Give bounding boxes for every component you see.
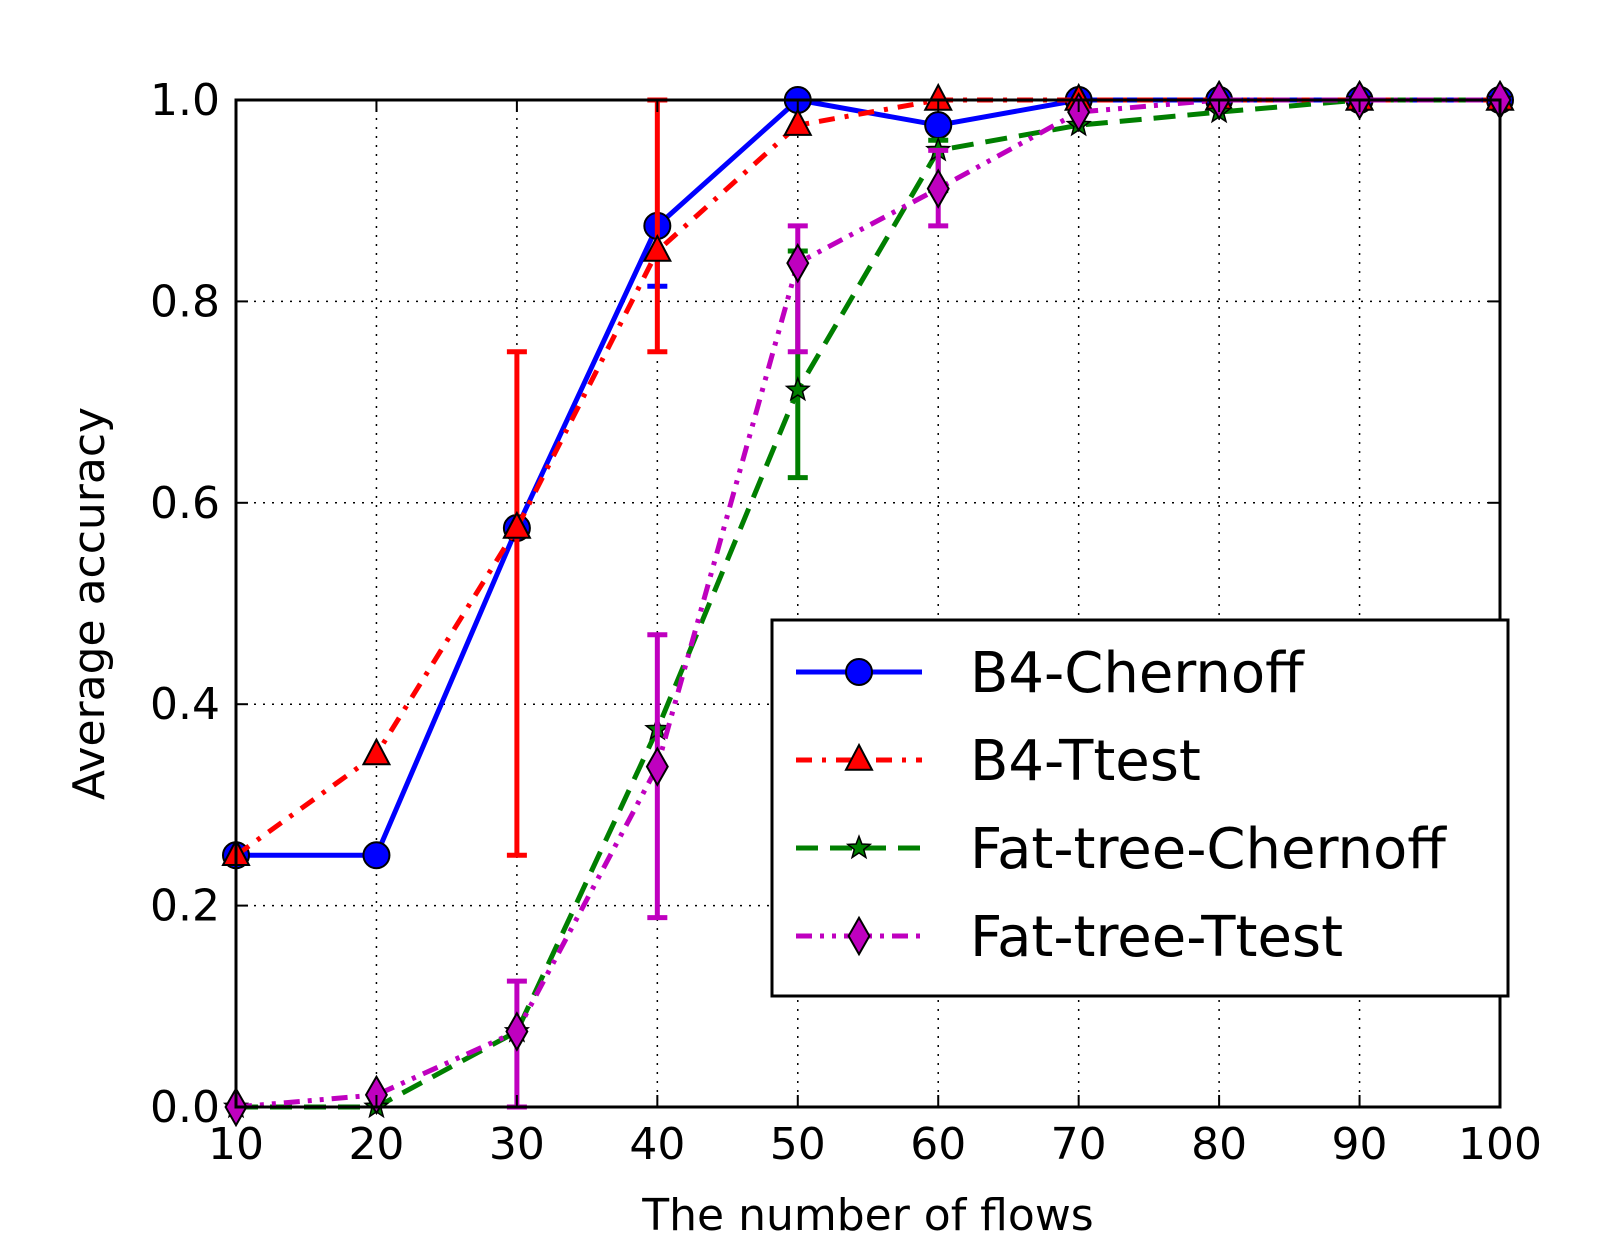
legend-marker [845,834,873,860]
data-point [502,510,532,539]
legend-entry: B4-Chernoff [796,641,1305,706]
legend-label: Fat-tree-Chernoff [970,817,1447,882]
axes-frame [234,98,1502,1109]
y-tick-label: 0.0 [150,1082,220,1133]
data-point [1067,91,1091,133]
data-point [783,108,813,136]
series-line [236,97,1500,1110]
legend-entry: Fat-tree-Chernoff [796,817,1447,882]
legend-entry: B4-Ttest [796,729,1201,794]
x-tick-label: 30 [489,1119,545,1170]
series-line [234,97,1500,858]
data-point [362,841,391,870]
data-point [924,111,953,140]
x-tick-label: 60 [910,1119,966,1170]
legend-label: B4-Ttest [970,729,1201,794]
data-point [361,737,392,766]
x-tick-label: 80 [1191,1119,1247,1170]
legend-label: Fat-tree-Ttest [970,905,1343,970]
y-tick-label: 0.6 [150,478,220,529]
y-tick-label: 1.0 [150,75,220,126]
legend-box [770,618,1510,998]
data-point [784,376,811,402]
legend-marker [845,658,873,686]
data-point [364,1074,388,1116]
data-point [786,242,810,284]
legend-label: B4-Chernoff [970,641,1305,706]
data-point [926,168,950,209]
y-axis-label: Average accuracy [64,407,115,800]
x-tick-label: 70 [1051,1119,1107,1170]
y-tick-label: 0.4 [150,679,220,730]
y-tick-label: 0.2 [150,881,220,932]
data-point [642,233,672,262]
legend-marker [847,915,871,957]
y-tick-label: 0.8 [150,276,220,327]
x-tick-label: 10 [208,1119,264,1170]
ticks: 10 20 30 40 50 60 70 80 90 100 0.0 0.2 0.4 0.6 0.8 1.0 [150,75,1542,1170]
data-point [645,746,669,787]
data-point [505,1011,529,1052]
x-tick-label: 40 [629,1119,685,1170]
x-tick-label: 100 [1458,1119,1542,1170]
x-axis-label: The number of flows [641,1190,1093,1241]
legend: B4-Chernoff B4-Ttest Fat-tree-Chernoff Fat-… [770,618,1510,998]
x-tick-label: 50 [770,1119,826,1170]
legend-entry: Fat-tree-Ttest [796,905,1343,970]
legend-marker [844,742,874,771]
x-tick-label: 20 [348,1119,404,1170]
x-tick-label: 90 [1332,1119,1388,1170]
